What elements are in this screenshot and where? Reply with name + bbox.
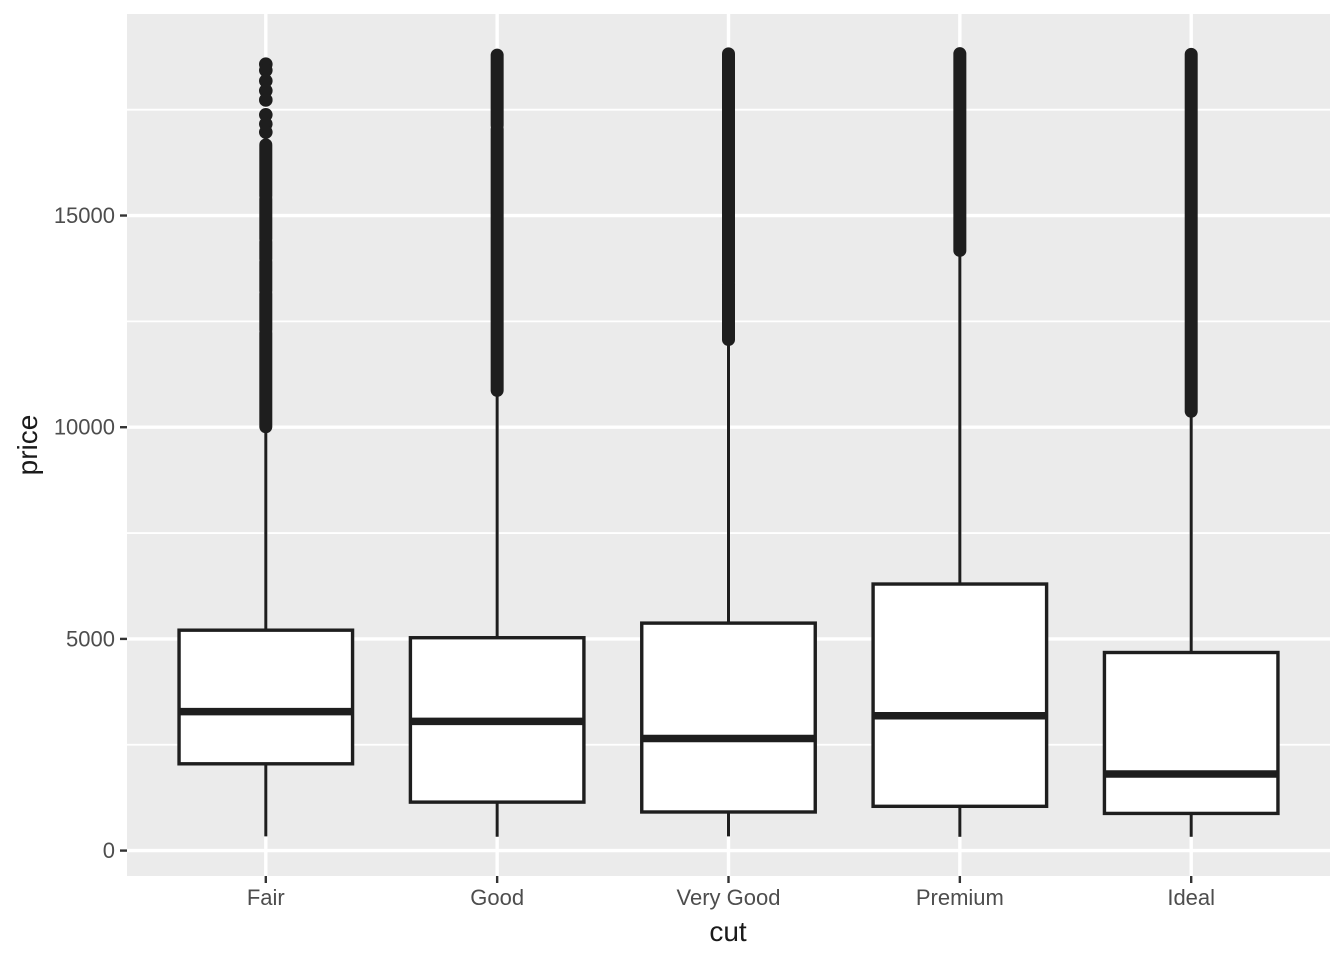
y-tick-label: 0 [103, 838, 115, 863]
x-axis-title: cut [709, 916, 747, 947]
x-tick-label: Fair [247, 885, 285, 910]
outlier-dot [259, 93, 273, 107]
outlier-dot [259, 63, 273, 78]
outlier-dot [259, 107, 273, 122]
x-tick-label: Very Good [677, 885, 781, 910]
iqr-box [1102, 650, 1280, 816]
outlier-dot [259, 83, 273, 98]
y-tick-label: 5000 [66, 626, 115, 651]
iqr-box [640, 621, 817, 814]
iqr-box [871, 582, 1049, 809]
x-tick-label: Good [470, 885, 524, 910]
iqr-box [177, 628, 355, 766]
outlier-dot [259, 74, 273, 88]
x-tick-label: Premium [916, 885, 1004, 910]
y-axis-title: price [12, 414, 43, 476]
outlier-dot [259, 125, 273, 139]
y-tick-label: 15000 [54, 203, 115, 228]
x-tick-label: Ideal [1167, 885, 1215, 910]
y-tick-label: 10000 [54, 415, 115, 440]
